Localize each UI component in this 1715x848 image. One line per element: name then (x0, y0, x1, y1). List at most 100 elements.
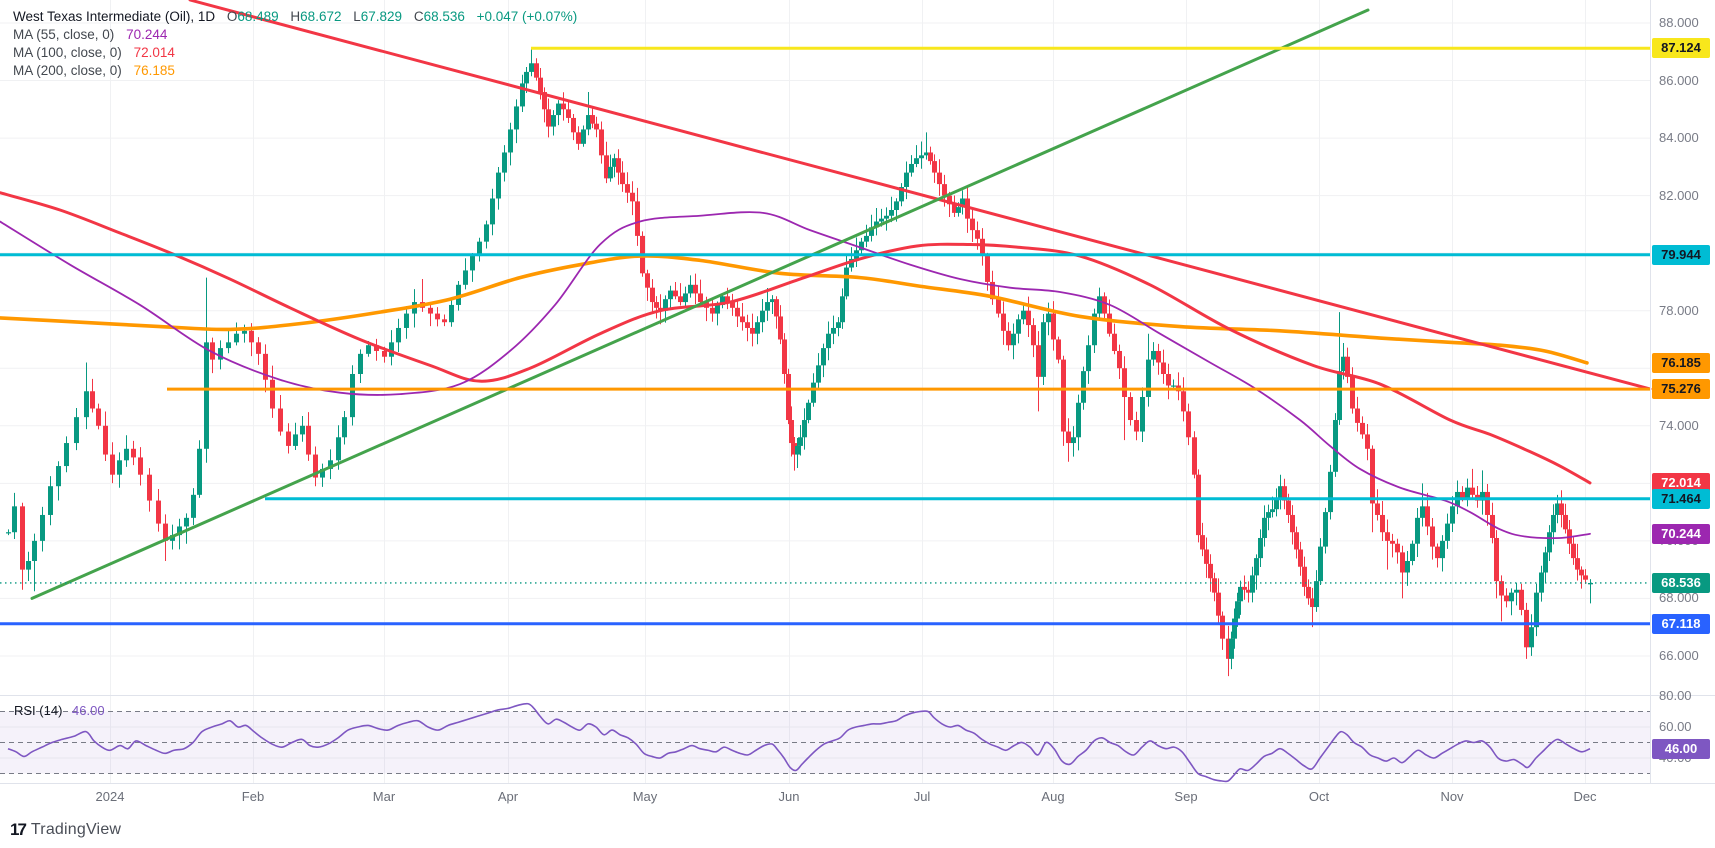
candle-up (1229, 638, 1234, 659)
candle-down (1563, 514, 1568, 530)
candle-down (1395, 543, 1400, 553)
candle-up (1405, 560, 1410, 573)
candle-up (293, 434, 298, 446)
legend-ma55-row[interactable]: MA (55, close, 0) 70.244 (13, 26, 577, 44)
candle-up (1328, 471, 1333, 513)
candle-down (110, 454, 115, 475)
rsi-legend[interactable]: RSI (14) 46.00 (14, 703, 105, 718)
candle-down (1485, 491, 1490, 515)
legend-ma100-row[interactable]: MA (100, close, 0) 72.014 (13, 44, 577, 62)
ascending-trendline (30, 8, 1370, 600)
candle-up (470, 256, 475, 271)
ma55-value: 70.244 (126, 27, 168, 42)
candle-down (1494, 537, 1499, 582)
candle-down (278, 408, 283, 432)
candle-up (1551, 514, 1556, 533)
candle-down (1186, 411, 1191, 438)
candle-up (484, 224, 489, 242)
candle-down (673, 290, 678, 297)
legend-symbol-row[interactable]: West Texas Intermediate (Oil), 1D O68.48… (13, 8, 577, 26)
candle-down (306, 425, 311, 455)
candle-up (502, 152, 507, 173)
candle-down (90, 391, 95, 409)
ma200-value: 76.185 (133, 63, 175, 78)
tradingview-logo[interactable]: 17 TradingView (10, 820, 121, 840)
candle-down (1360, 422, 1365, 435)
candle-down (625, 184, 630, 193)
candle-down (374, 345, 379, 351)
candle-down (263, 353, 268, 380)
ma55-line (0, 211, 1591, 540)
candle-down (942, 184, 947, 196)
candle-up (1323, 512, 1328, 547)
ma100-label: MA (100, close, 0) (13, 45, 122, 60)
candle-up (608, 166, 613, 179)
candle-up (1337, 371, 1342, 421)
candle-down (698, 293, 703, 303)
candle-down (594, 123, 599, 130)
candle-up (350, 373, 355, 418)
candle-down (1122, 368, 1127, 398)
candle-up (806, 402, 811, 421)
candle-down (1499, 581, 1504, 596)
candle-up (1146, 359, 1151, 398)
candle-down (1204, 549, 1209, 564)
candle-up (919, 155, 924, 159)
candle-down (1196, 474, 1201, 536)
candle-down (542, 92, 547, 110)
candle-up (551, 115, 556, 127)
candle-up (389, 342, 394, 357)
candle-down (1430, 526, 1435, 547)
candle-down (1200, 535, 1205, 550)
candle-down (789, 420, 794, 444)
candle-down (970, 218, 975, 231)
candle-down (1102, 296, 1107, 314)
candle-down (1056, 339, 1061, 360)
candle-down (745, 322, 750, 328)
candle-down (1220, 615, 1225, 639)
candle-up (586, 115, 591, 130)
candle-up (1071, 437, 1076, 444)
candle-up (1514, 589, 1519, 593)
candle-down (1400, 552, 1405, 573)
candle-up (1086, 345, 1091, 372)
candle-down (1036, 345, 1041, 377)
candle-up (117, 460, 122, 475)
candle-down (1460, 491, 1465, 498)
candle-up (124, 448, 129, 461)
candle-down (1061, 359, 1066, 432)
candle-down (928, 152, 933, 162)
candle-up (1021, 310, 1026, 320)
candle-down (442, 319, 447, 323)
candle-down (616, 158, 621, 173)
candle-up (1258, 537, 1263, 559)
trendlines (30, 0, 1652, 600)
candle-up (1440, 540, 1445, 559)
symbol-title: West Texas Intermediate (Oil), 1D (13, 9, 216, 24)
candle-up (795, 445, 800, 455)
candle-up (48, 486, 53, 515)
candle-up (300, 425, 305, 435)
ohlc-low-value: 67.829 (360, 9, 403, 24)
candle-down (1208, 563, 1213, 579)
candle-up (1274, 497, 1279, 510)
candle-down (980, 238, 985, 257)
candle-up (909, 163, 914, 173)
candle-up (581, 129, 586, 144)
candle-up (1450, 506, 1455, 524)
legend-ma200-row[interactable]: MA (200, close, 0) 76.185 (13, 62, 577, 80)
candle-up (12, 506, 17, 533)
candle-down (435, 313, 440, 320)
candle-down (249, 330, 254, 343)
candle-up (197, 448, 202, 495)
ohlc-high-value: 68.672 (300, 9, 342, 24)
candle-down (1226, 638, 1231, 659)
candle-down (571, 117, 576, 133)
candle-down (20, 506, 25, 570)
candle-down (1490, 514, 1495, 538)
candle-down (1365, 434, 1370, 449)
candle-up (463, 270, 468, 285)
change-value: +0.047 (+0.07%) (476, 9, 578, 24)
candle-up (1333, 420, 1338, 472)
